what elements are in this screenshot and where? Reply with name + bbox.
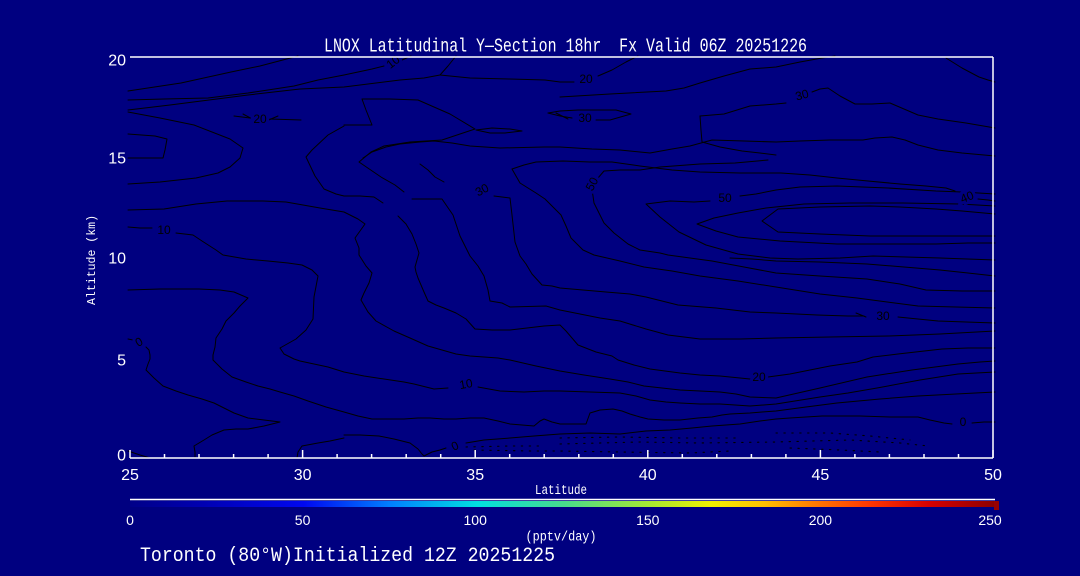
- svg-text:50: 50: [583, 175, 602, 194]
- svg-text:15: 15: [108, 151, 126, 168]
- svg-text:50: 50: [718, 191, 732, 205]
- svg-text:Toronto (80°W)Initialized 12Z: Toronto (80°W)Initialized 12Z 20251225: [140, 545, 555, 568]
- svg-text:10: 10: [108, 251, 126, 268]
- svg-text:10: 10: [458, 376, 474, 392]
- svg-text:(pptv/day): (pptv/day): [526, 530, 597, 546]
- svg-text:10: 10: [157, 223, 171, 237]
- svg-text:200: 200: [809, 512, 833, 528]
- svg-text:30: 30: [794, 86, 811, 103]
- svg-text:20: 20: [253, 112, 267, 126]
- svg-text:100: 100: [464, 512, 488, 528]
- svg-text:20: 20: [752, 370, 766, 384]
- svg-text:45: 45: [812, 467, 830, 484]
- svg-text:0: 0: [126, 512, 134, 528]
- svg-text:30: 30: [876, 309, 890, 323]
- svg-text:50: 50: [718, 191, 732, 205]
- svg-text:Latitude: Latitude: [535, 483, 587, 499]
- svg-text:LNOX Latitudinal Y—Section 18h: LNOX Latitudinal Y—Section 18hr Fx Valid…: [324, 36, 807, 58]
- svg-text:0: 0: [960, 415, 967, 429]
- svg-text:20: 20: [579, 72, 593, 86]
- svg-text:10: 10: [458, 376, 474, 392]
- svg-text:20: 20: [579, 72, 593, 86]
- svg-text:50: 50: [984, 467, 1002, 484]
- svg-text:30: 30: [294, 467, 312, 484]
- svg-text:30: 30: [578, 111, 592, 125]
- svg-text:20: 20: [752, 370, 766, 384]
- svg-text:40: 40: [639, 467, 657, 484]
- svg-text:30: 30: [473, 181, 492, 200]
- svg-text:40: 40: [958, 188, 976, 206]
- svg-text:35: 35: [466, 467, 484, 484]
- svg-text:30: 30: [876, 309, 890, 323]
- svg-text:150: 150: [636, 512, 660, 528]
- svg-text:25: 25: [121, 467, 139, 484]
- svg-text:5: 5: [117, 353, 126, 370]
- svg-text:20: 20: [108, 53, 126, 70]
- svg-text:Altitude (km): Altitude (km): [85, 215, 99, 305]
- svg-text:20: 20: [253, 112, 267, 126]
- svg-text:50: 50: [295, 512, 311, 528]
- svg-text:0: 0: [117, 448, 126, 465]
- svg-text:30: 30: [578, 111, 592, 125]
- svg-text:10: 10: [157, 223, 171, 237]
- svg-text:250: 250: [978, 512, 1002, 528]
